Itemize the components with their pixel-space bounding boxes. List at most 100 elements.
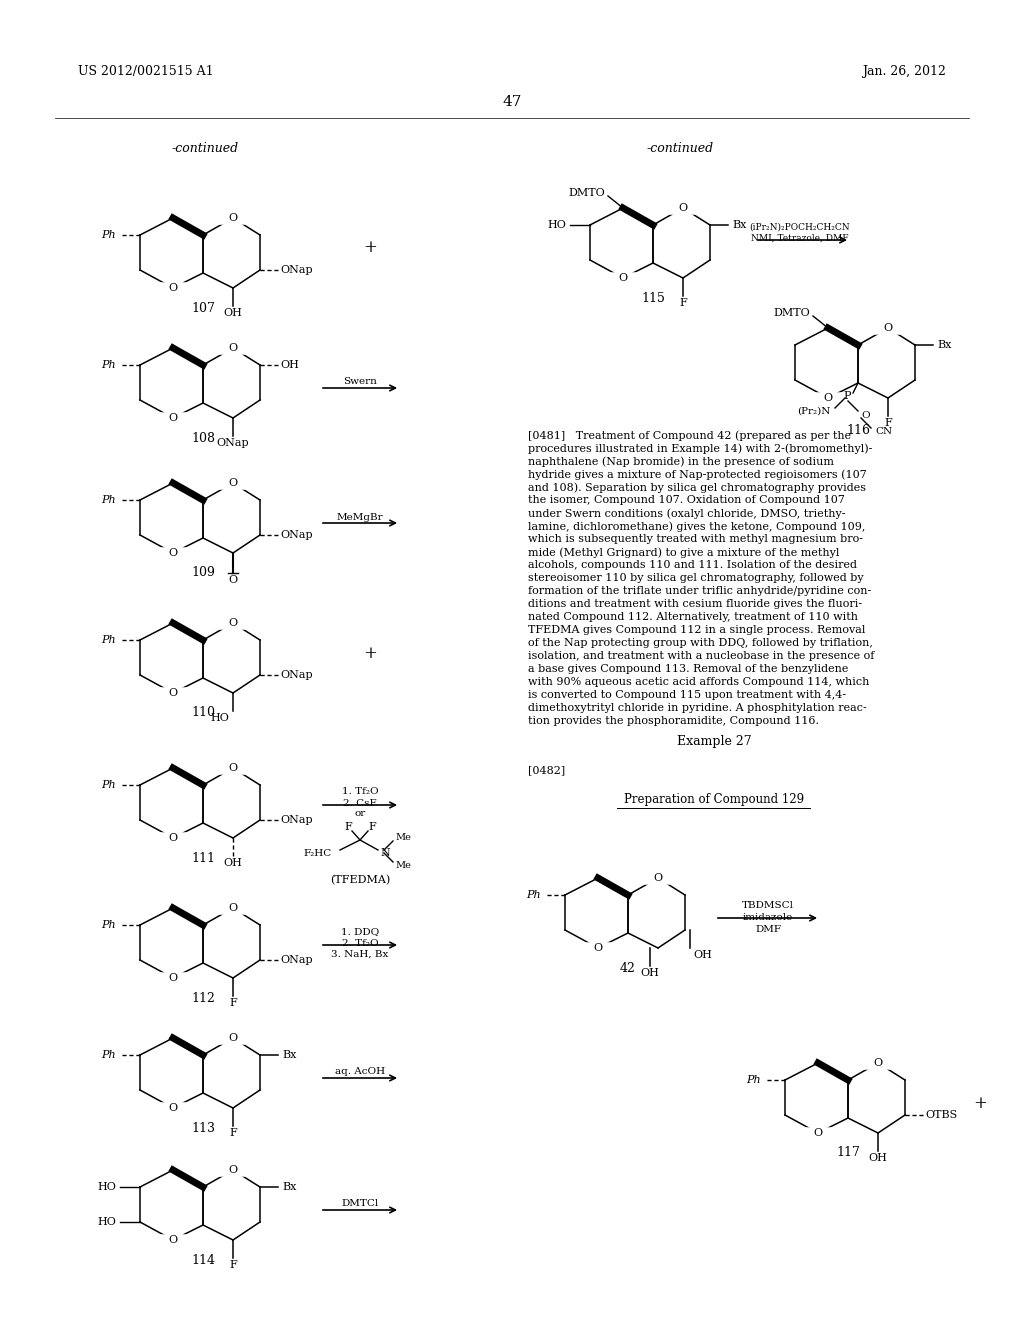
Text: the isomer, Compound 107. Oxidation of Compound 107: the isomer, Compound 107. Oxidation of C… <box>528 495 845 506</box>
Text: 1. DDQ: 1. DDQ <box>341 928 379 936</box>
Text: formation of the triflate under triflic anhydride/pyridine con-: formation of the triflate under triflic … <box>528 586 871 597</box>
Text: O: O <box>594 942 602 953</box>
Text: (Pr₂)N: (Pr₂)N <box>798 407 831 416</box>
Text: O: O <box>168 548 177 558</box>
Text: naphthalene (Nap bromide) in the presence of sodium: naphthalene (Nap bromide) in the presenc… <box>528 455 834 466</box>
Text: DMF: DMF <box>755 924 781 933</box>
Text: F: F <box>679 298 687 308</box>
Text: O: O <box>228 343 238 352</box>
Text: Me: Me <box>395 861 411 870</box>
Text: F₂HC: F₂HC <box>304 849 332 858</box>
Text: ONap: ONap <box>217 438 249 447</box>
Text: N: N <box>380 847 390 858</box>
Text: F: F <box>229 1261 237 1270</box>
Text: DMTO: DMTO <box>568 187 605 198</box>
Text: Jan. 26, 2012: Jan. 26, 2012 <box>862 66 946 78</box>
Text: imidazole: imidazole <box>742 912 794 921</box>
Text: of the Nap protecting group with DDQ, followed by triflation,: of the Nap protecting group with DDQ, fo… <box>528 638 872 648</box>
Text: DMTO: DMTO <box>773 308 810 318</box>
Text: NMI, Tetrazole, DMF: NMI, Tetrazole, DMF <box>752 234 849 243</box>
Text: O: O <box>618 273 628 282</box>
Text: +: + <box>973 1094 987 1111</box>
Text: O: O <box>873 1059 883 1068</box>
Text: lamine, dichloromethane) gives the ketone, Compound 109,: lamine, dichloromethane) gives the keton… <box>528 521 865 532</box>
Text: 109: 109 <box>191 566 215 579</box>
Text: MeMgBr: MeMgBr <box>337 512 383 521</box>
Text: 42: 42 <box>621 961 636 974</box>
Text: mide (Methyl Grignard) to give a mixture of the methyl: mide (Methyl Grignard) to give a mixture… <box>528 546 840 557</box>
Text: 111: 111 <box>191 851 215 865</box>
Text: ONap: ONap <box>280 814 312 825</box>
Text: HO: HO <box>97 1217 116 1228</box>
Text: (TFEDMA): (TFEDMA) <box>330 875 390 886</box>
Text: Example 27: Example 27 <box>677 735 752 748</box>
Text: Ph: Ph <box>101 780 116 789</box>
Text: 115: 115 <box>641 292 665 305</box>
Text: F: F <box>229 1129 237 1138</box>
Text: TBDMSCl: TBDMSCl <box>742 900 794 909</box>
Text: F: F <box>368 822 376 832</box>
Text: or: or <box>354 809 366 818</box>
Text: O: O <box>168 833 177 843</box>
Text: 116: 116 <box>846 424 870 437</box>
Text: hydride gives a mixture of Nap-protected regioisomers (107: hydride gives a mixture of Nap-protected… <box>528 469 866 479</box>
Text: ONap: ONap <box>280 265 312 275</box>
Text: F: F <box>229 998 237 1008</box>
Text: Bx: Bx <box>732 220 746 230</box>
Text: Ph: Ph <box>101 360 116 370</box>
Text: under Swern conditions (oxalyl chloride, DMSO, triethy-: under Swern conditions (oxalyl chloride,… <box>528 508 846 519</box>
Text: [0482]: [0482] <box>528 766 565 775</box>
Text: stereoisomer 110 by silica gel chromatography, followed by: stereoisomer 110 by silica gel chromatog… <box>528 573 863 583</box>
Text: -continued: -continued <box>646 141 714 154</box>
Text: Bx: Bx <box>282 1049 296 1060</box>
Text: O: O <box>679 203 687 213</box>
Text: OH: OH <box>280 360 299 370</box>
Text: O: O <box>228 1034 238 1043</box>
Text: Ph: Ph <box>101 920 116 931</box>
Text: alcohols, compounds 110 and 111. Isolation of the desired: alcohols, compounds 110 and 111. Isolati… <box>528 560 857 570</box>
Text: Ph: Ph <box>101 1049 116 1060</box>
Text: O: O <box>228 576 238 585</box>
Text: O: O <box>228 903 238 913</box>
Text: procedures illustrated in Example 14) with 2-(bromomethyl)-: procedures illustrated in Example 14) wi… <box>528 444 872 454</box>
Text: 108: 108 <box>191 432 215 445</box>
Text: 113: 113 <box>191 1122 215 1134</box>
Text: Ph: Ph <box>101 230 116 240</box>
Text: O: O <box>168 973 177 983</box>
Text: O: O <box>653 873 663 883</box>
Text: 114: 114 <box>191 1254 215 1266</box>
Text: O: O <box>228 618 238 628</box>
Text: isolation, and treatment with a nucleobase in the presence of: isolation, and treatment with a nucleoba… <box>528 651 874 661</box>
Text: 3. NaH, Bx: 3. NaH, Bx <box>332 949 389 958</box>
Text: US 2012/0021515 A1: US 2012/0021515 A1 <box>78 66 214 78</box>
Text: OH: OH <box>223 308 243 318</box>
Text: aq. AcOH: aq. AcOH <box>335 1068 385 1077</box>
Text: O: O <box>861 411 869 420</box>
Text: (iPr₂N)₂POCH₂CH₂CN: (iPr₂N)₂POCH₂CH₂CN <box>750 223 850 231</box>
Text: O: O <box>228 763 238 774</box>
Text: OH: OH <box>693 950 712 960</box>
Text: 2. Tf₂O: 2. Tf₂O <box>342 939 378 948</box>
Text: Ph: Ph <box>101 495 116 506</box>
Text: TFEDMA gives Compound 112 in a single process. Removal: TFEDMA gives Compound 112 in a single pr… <box>528 624 865 635</box>
Text: O: O <box>228 213 238 223</box>
Text: HO: HO <box>97 1181 116 1192</box>
Text: ditions and treatment with cesium fluoride gives the fluori-: ditions and treatment with cesium fluori… <box>528 599 862 609</box>
Text: ONap: ONap <box>280 954 312 965</box>
Text: 107: 107 <box>191 301 215 314</box>
Text: O: O <box>823 393 833 403</box>
Text: is converted to Compound 115 upon treatment with 4,4-: is converted to Compound 115 upon treatm… <box>528 690 846 700</box>
Text: 1. Tf₂O: 1. Tf₂O <box>342 788 378 796</box>
Text: nated Compound 112. Alternatively, treatment of 110 with: nated Compound 112. Alternatively, treat… <box>528 612 858 622</box>
Text: -continued: -continued <box>171 141 239 154</box>
Text: dimethoxytrityl chloride in pyridine. A phosphitylation reac-: dimethoxytrityl chloride in pyridine. A … <box>528 704 866 713</box>
Text: and 108). Separation by silica gel chromatography provides: and 108). Separation by silica gel chrom… <box>528 482 866 492</box>
Text: with 90% aqueous acetic acid affords Compound 114, which: with 90% aqueous acetic acid affords Com… <box>528 677 869 686</box>
Text: Swern: Swern <box>343 378 377 387</box>
Text: O: O <box>168 1104 177 1113</box>
Text: OH: OH <box>223 858 243 869</box>
Text: Bx: Bx <box>282 1181 296 1192</box>
Text: O: O <box>168 282 177 293</box>
Text: a base gives Compound 113. Removal of the benzylidene: a base gives Compound 113. Removal of th… <box>528 664 848 675</box>
Text: CN: CN <box>874 426 892 436</box>
